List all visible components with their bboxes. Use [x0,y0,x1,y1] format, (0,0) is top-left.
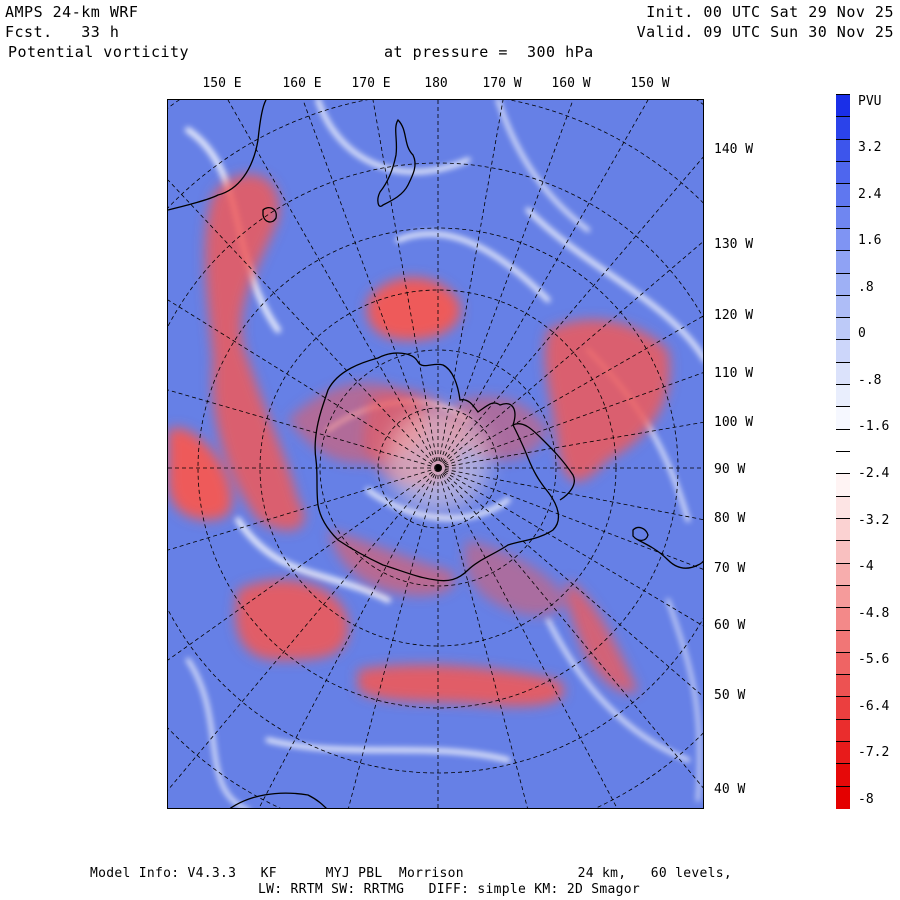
top-lon-label: 170 W [482,76,522,91]
right-lon-label: 60 W [714,618,746,633]
pv-colorbar [836,94,850,809]
colorbar-tick-label: -2.4 [858,466,890,481]
right-lon-label: 130 W [714,237,754,252]
colorbar-tick-label: -6.4 [858,698,890,714]
top-lon-label: 170 E [351,76,391,91]
tierra-del-fuego [632,526,649,542]
colorbar-swatch [836,250,850,273]
field-name: Potential vorticity [8,43,190,61]
colorbar-swatch [836,451,850,474]
right-lon-label: 110 W [714,366,754,381]
colorbar-swatch [836,272,850,296]
colorbar-tick-label: -1.6 [858,419,890,435]
antarctica-coast [314,352,560,582]
colorbar-swatch [836,696,850,720]
colorbar-swatch [836,540,850,564]
colorbar-swatch [836,495,850,519]
colorbar-tick-label: -7.2 [858,745,890,761]
colorbar-swatch [836,562,850,586]
colorbar-swatch [836,138,850,162]
right-lon-label: 40 W [714,782,746,797]
colorbar-swatch [836,607,850,630]
tasmania [262,207,277,223]
colorbar-tick-label: -.8 [858,372,882,388]
graticule [168,100,703,808]
colorbar-swatch [836,629,850,653]
colorbar-tick-label: 3.2 [858,140,882,155]
colorbar-swatch [836,517,850,541]
valid-time: Valid. 09 UTC Sun 30 Nov 25 [636,23,894,41]
coastlines [168,100,703,808]
init-time: Init. 00 UTC Sat 29 Nov 25 [646,3,894,21]
new-zealand [377,118,416,207]
colorbar-tick-label: .8 [858,279,874,295]
colorbar-swatch [836,651,850,675]
colorbar-swatch [836,361,850,385]
colorbar-swatch [836,584,850,608]
right-lon-label: 140 W [714,142,754,157]
right-lon-label: 80 W [714,511,746,526]
colorbar-swatch [836,674,850,697]
colorbar-swatch [836,473,850,497]
colorbar-tick-label: 2.4 [858,186,882,202]
southern-coast-fragment [229,792,327,808]
australia-coast [168,100,267,211]
colorbar-swatch [836,741,850,764]
colorbar-swatch [836,339,850,363]
right-lon-label: 90 W [714,462,746,477]
colorbar-swatch [836,718,850,742]
top-lon-label: 150 W [630,76,670,91]
colorbar-swatch [836,763,850,787]
colorbar-swatch [836,205,850,229]
model-title: AMPS 24-km WRF [5,3,139,21]
colorbar-swatch [836,785,850,809]
colorbar-tick-label: -4 [858,559,874,575]
colorbar-tick-label: 0 [858,326,866,342]
pv-map-canvas [168,100,703,808]
colorbar-tick-label: -4.8 [858,605,890,621]
right-lon-label: 70 W [714,561,746,576]
colorbar-swatch [836,94,850,117]
forecast-hour: Fcst. 33 h [5,23,120,41]
pressure-level: at pressure = 300 hPa [384,43,594,61]
colorbar-swatch [836,428,850,452]
top-lon-label: 160 E [282,76,322,91]
pv-map [167,99,704,809]
colorbar-swatch [836,116,850,140]
colorbar-swatch [836,384,850,407]
colorbar-swatch [836,406,850,430]
colorbar-swatch [836,183,850,207]
colorbar-swatch [836,227,850,251]
colorbar-tick-label: 1.6 [858,233,882,249]
colorbar-swatch [836,317,850,340]
top-lon-label: 160 W [551,76,591,91]
model-info: Model Info: V4.3.3 KF MYJ PBL Morrison 2… [90,866,733,881]
colorbar-tick-label: -5.6 [858,652,890,668]
right-lon-label: 120 W [714,308,754,323]
colorbar-units: PVU [858,94,882,109]
colorbar-tick-label: -8 [858,792,874,807]
colorbar-swatch [836,294,850,318]
top-lon-label: 150 E [202,76,242,91]
right-lon-label: 50 W [714,688,746,703]
right-lon-label: 100 W [714,415,754,430]
colorbar-tick-label: -3.2 [858,512,890,528]
colorbar-swatch [836,160,850,184]
south-america-coast [637,539,703,569]
top-lon-label: 180 [424,76,448,91]
antarctic-peninsula [512,423,575,501]
physics-info: LW: RRTM SW: RRTMG DIFF: simple KM: 2D S… [258,882,640,897]
